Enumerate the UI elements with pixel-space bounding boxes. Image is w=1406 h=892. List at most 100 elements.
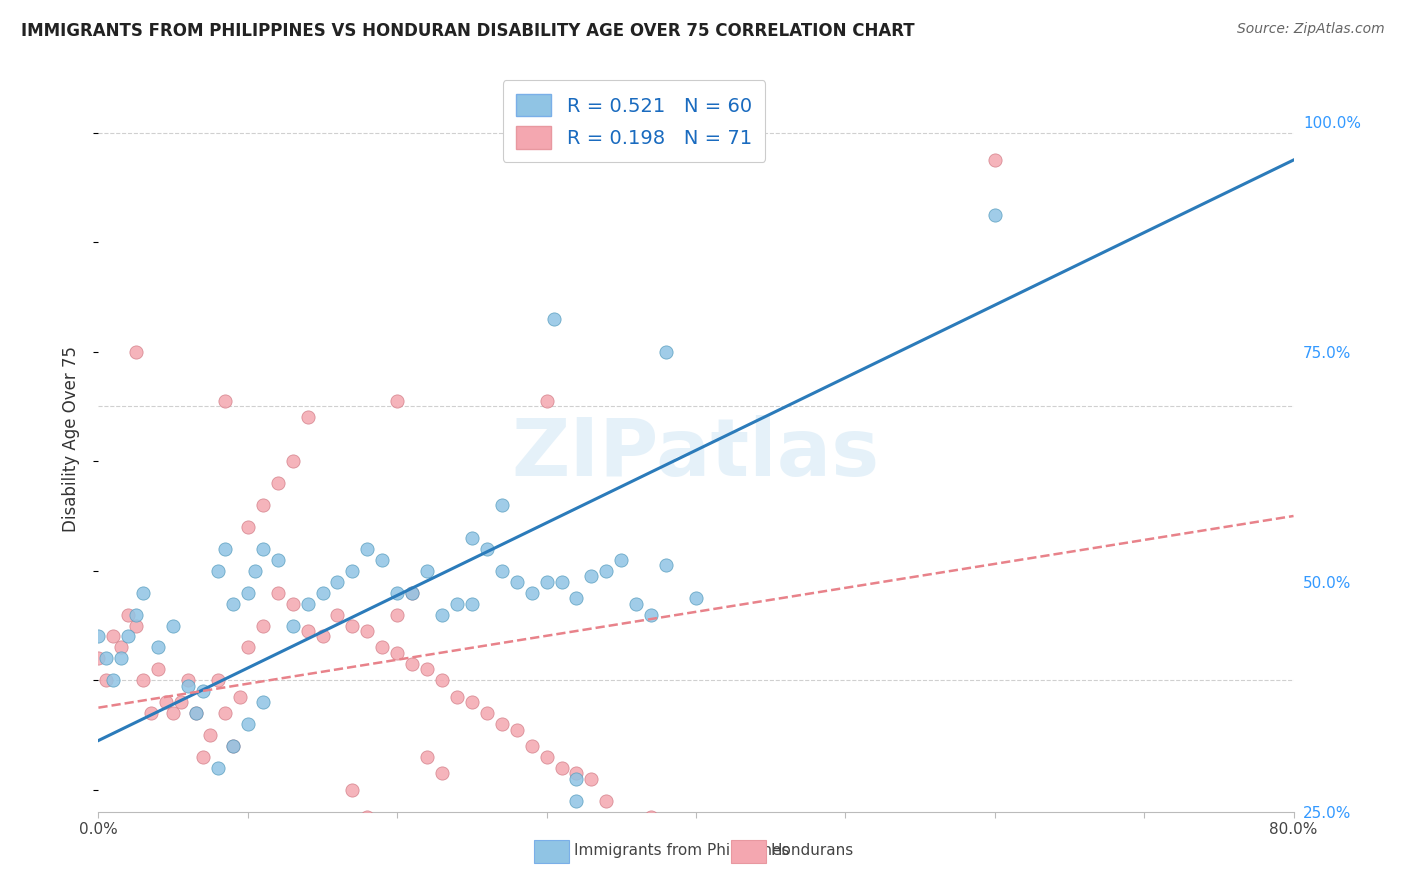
Point xyxy=(267,476,290,491)
Point xyxy=(177,679,200,693)
Point xyxy=(491,564,513,578)
Point xyxy=(655,558,678,573)
Point xyxy=(87,630,110,644)
Point xyxy=(491,717,513,731)
Point xyxy=(506,723,529,737)
Point xyxy=(87,651,110,665)
Point xyxy=(342,564,364,578)
Point xyxy=(491,498,513,512)
Text: Hondurans: Hondurans xyxy=(770,844,853,858)
Point xyxy=(191,750,214,764)
Text: Source: ZipAtlas.com: Source: ZipAtlas.com xyxy=(1237,22,1385,37)
Point xyxy=(117,630,139,644)
Point xyxy=(125,618,148,632)
Point xyxy=(169,695,191,709)
Point xyxy=(132,585,155,599)
Point xyxy=(267,585,290,599)
Point xyxy=(461,531,484,545)
Point xyxy=(371,553,394,567)
Point xyxy=(214,706,236,720)
Point xyxy=(565,772,588,786)
Point xyxy=(110,651,132,665)
Legend: R = 0.521   N = 60, R = 0.198   N = 71: R = 0.521 N = 60, R = 0.198 N = 71 xyxy=(502,80,765,162)
Point xyxy=(640,607,662,622)
Point xyxy=(245,564,267,578)
Point xyxy=(536,394,558,409)
Point xyxy=(984,208,1007,222)
Point xyxy=(520,739,543,753)
Point xyxy=(401,585,423,599)
Point xyxy=(326,607,349,622)
Point xyxy=(281,618,304,632)
Point xyxy=(110,640,132,655)
Point xyxy=(281,597,304,611)
Point xyxy=(385,607,409,622)
Point xyxy=(297,597,319,611)
Point xyxy=(543,311,565,326)
Point xyxy=(177,881,200,892)
Point xyxy=(356,624,378,638)
Point xyxy=(371,832,394,847)
Point xyxy=(550,761,572,775)
Point xyxy=(267,553,290,567)
Point xyxy=(506,574,529,589)
Point xyxy=(385,394,409,409)
Point xyxy=(214,394,236,409)
Point xyxy=(191,684,214,698)
Y-axis label: Disability Age Over 75: Disability Age Over 75 xyxy=(62,346,80,533)
Point xyxy=(401,585,423,599)
Point xyxy=(297,410,319,425)
Point xyxy=(214,541,236,556)
Point xyxy=(162,706,184,720)
Point xyxy=(461,843,484,857)
Point xyxy=(229,690,252,704)
Point xyxy=(595,794,617,808)
Point xyxy=(184,706,207,720)
Point xyxy=(94,651,117,665)
Point xyxy=(125,344,148,359)
Point xyxy=(416,564,439,578)
Point xyxy=(132,673,155,688)
Point xyxy=(103,673,125,688)
Point xyxy=(416,662,439,676)
Point xyxy=(236,717,259,731)
Point xyxy=(430,766,453,780)
Point xyxy=(446,597,468,611)
Point xyxy=(430,673,453,688)
Point xyxy=(236,520,259,534)
Point xyxy=(222,597,245,611)
Point xyxy=(94,673,117,688)
Point xyxy=(311,630,333,644)
Text: Immigrants from Philippines: Immigrants from Philippines xyxy=(574,844,789,858)
Point xyxy=(385,646,409,660)
Point xyxy=(565,591,588,606)
Point xyxy=(297,624,319,638)
Point xyxy=(222,739,245,753)
Point xyxy=(610,815,633,830)
Point xyxy=(595,564,617,578)
Point xyxy=(759,832,782,847)
Point xyxy=(581,569,603,583)
Point xyxy=(371,640,394,655)
Point xyxy=(430,607,453,622)
Point xyxy=(222,739,245,753)
Point xyxy=(191,876,214,890)
Point xyxy=(416,750,439,764)
Point xyxy=(550,574,572,589)
Point xyxy=(207,761,229,775)
Point xyxy=(640,810,662,824)
Point xyxy=(626,597,648,611)
Point xyxy=(252,541,274,556)
Point xyxy=(565,794,588,808)
Point xyxy=(475,541,498,556)
Point xyxy=(252,695,274,709)
Point xyxy=(536,750,558,764)
Point xyxy=(610,553,633,567)
Point xyxy=(342,782,364,797)
Point xyxy=(177,673,200,688)
Point xyxy=(207,564,229,578)
Point xyxy=(655,344,678,359)
Text: ZIPatlas: ZIPatlas xyxy=(512,415,880,493)
Point xyxy=(461,597,484,611)
Point xyxy=(326,574,349,589)
